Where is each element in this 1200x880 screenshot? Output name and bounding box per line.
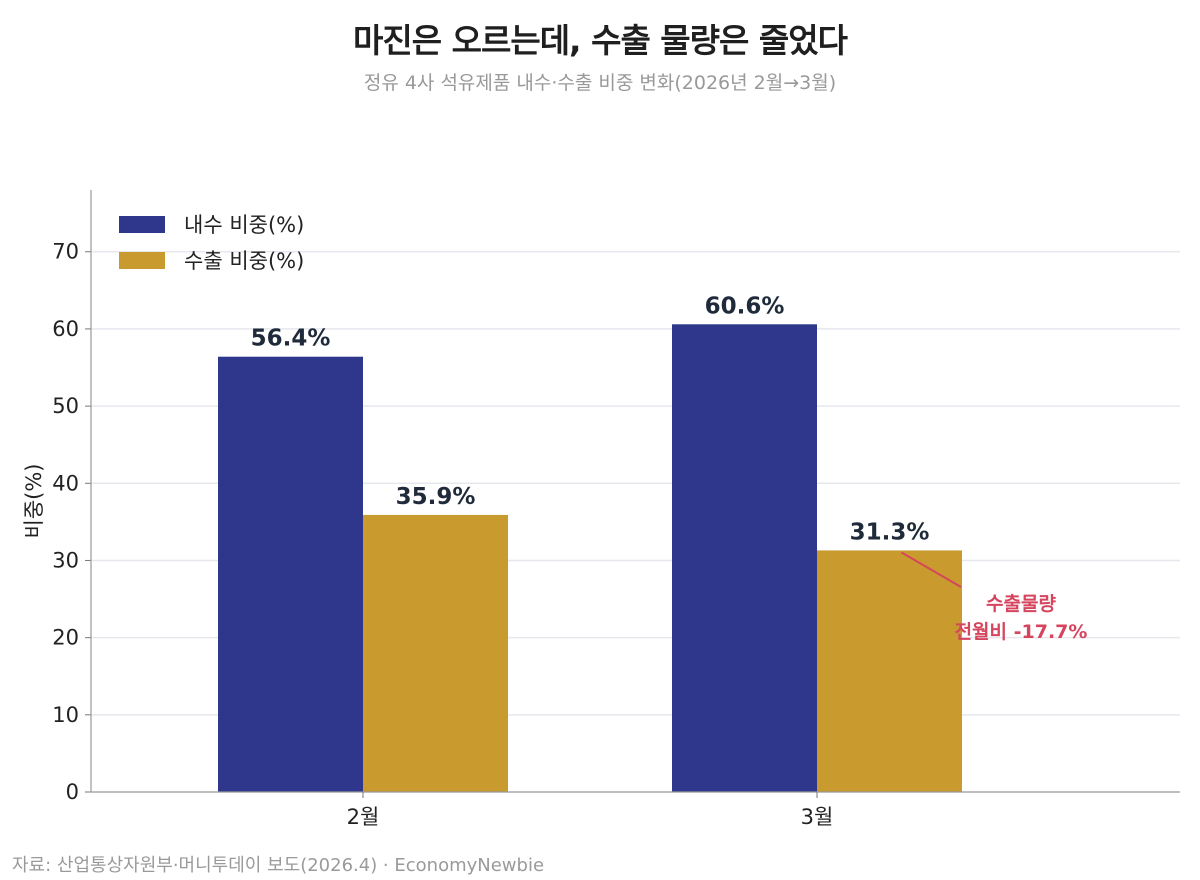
y-axis-label: 비중(%) — [22, 464, 46, 539]
y-tick-label: 0 — [66, 780, 79, 804]
annotation-arrow — [900, 551, 962, 588]
data-label: 60.6% — [705, 293, 785, 319]
bar — [672, 324, 817, 792]
y-tick-label: 30 — [52, 548, 79, 572]
bar — [218, 356, 363, 792]
bar — [363, 514, 508, 792]
data-label: 35.9% — [396, 484, 476, 510]
x-tick-label: 3월 — [801, 805, 834, 829]
y-tick-label: 70 — [52, 240, 79, 264]
legend-label: 내수 비중(%) — [184, 213, 304, 237]
legend-swatch — [119, 216, 165, 233]
annotation-text: 수출물량 — [986, 593, 1056, 615]
y-tick-label: 20 — [52, 626, 79, 650]
x-tick-label: 2월 — [347, 805, 380, 829]
chart-subtitle: 정유 4사 석유제품 내수·수출 비중 변화(2026년 2월→3월) — [363, 72, 837, 94]
chart-title: 마진은 오르는데, 수출 물량은 줄었다 — [353, 21, 848, 60]
y-tick-label: 10 — [52, 703, 79, 727]
data-label: 56.4% — [251, 326, 331, 352]
legend-swatch — [119, 252, 165, 269]
y-tick-label: 40 — [52, 471, 79, 495]
bar — [817, 550, 962, 792]
y-tick-label: 60 — [52, 317, 79, 341]
annotation-text: 전월비 -17.7% — [955, 621, 1088, 643]
source-note: 자료: 산업통상자원부·머니투데이 보도(2026.4) · EconomyNe… — [12, 855, 545, 876]
data-label: 31.3% — [850, 519, 930, 545]
legend-label: 수출 비중(%) — [184, 249, 304, 273]
y-tick-label: 50 — [52, 394, 79, 418]
